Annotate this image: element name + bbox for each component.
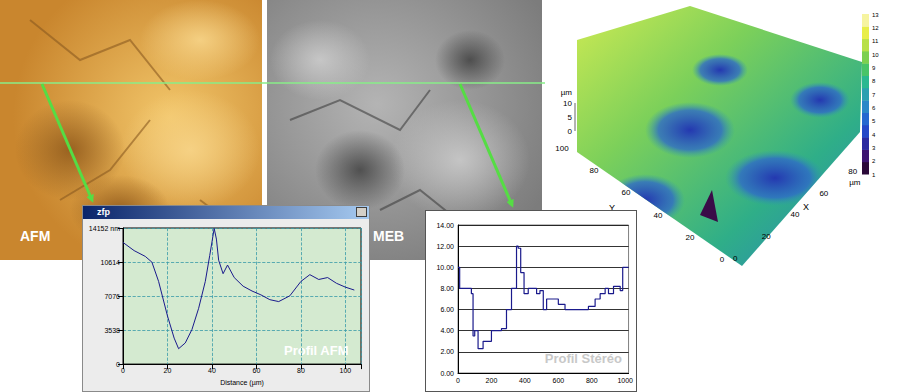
svg-text:AFM: AFM	[20, 228, 50, 244]
svg-text:0: 0	[720, 255, 725, 264]
svg-text:20: 20	[164, 367, 172, 374]
svg-text:10: 10	[872, 52, 879, 58]
svg-text:6: 6	[872, 105, 876, 111]
svg-text:800: 800	[586, 377, 598, 384]
html-text:zfp: zfp	[97, 207, 110, 217]
svg-text:8.00: 8.00	[440, 285, 454, 292]
svg-text:40: 40	[654, 211, 663, 220]
svg-text:4: 4	[872, 132, 876, 138]
svg-text:0: 0	[116, 361, 120, 368]
svg-text:14.00: 14.00	[436, 222, 454, 229]
svg-text:0: 0	[121, 367, 125, 374]
svg-text:80: 80	[848, 167, 857, 176]
svg-text:1: 1	[872, 172, 876, 178]
svg-text:Y: Y	[609, 203, 615, 213]
svg-text:0: 0	[733, 254, 738, 263]
svg-text:12.00: 12.00	[436, 243, 454, 250]
svg-text:10.00: 10.00	[436, 264, 454, 271]
svg-text:0.00: 0.00	[440, 370, 454, 377]
svg-text:40: 40	[208, 367, 216, 374]
svg-text:9: 9	[872, 65, 876, 71]
svg-text:1000: 1000	[617, 377, 633, 384]
svg-text:µm: µm	[849, 178, 861, 187]
svg-text:11: 11	[872, 38, 879, 44]
svg-text:5: 5	[872, 118, 876, 124]
svg-text:Profil AFM: Profil AFM	[284, 343, 349, 358]
svg-text:6.00: 6.00	[440, 306, 454, 313]
svg-text:2: 2	[872, 158, 876, 164]
svg-text:MEB: MEB	[373, 228, 404, 244]
svg-text:20: 20	[686, 233, 695, 242]
svg-text:400: 400	[519, 377, 531, 384]
svg-text:X: X	[803, 202, 809, 212]
svg-text:600: 600	[552, 377, 564, 384]
svg-text:Distance (µm): Distance (µm)	[220, 379, 264, 387]
svg-text:80: 80	[297, 367, 305, 374]
svg-text:µm: µm	[561, 88, 573, 97]
svg-text:200: 200	[486, 377, 498, 384]
svg-text:13: 13	[872, 12, 879, 18]
svg-text:10: 10	[563, 99, 572, 108]
svg-text:100: 100	[340, 367, 352, 374]
svg-text:8: 8	[872, 78, 876, 84]
svg-text:10614: 10614	[101, 259, 121, 266]
svg-text:80: 80	[590, 166, 599, 175]
svg-text:2.00: 2.00	[440, 348, 454, 355]
svg-text:60: 60	[622, 188, 631, 197]
svg-text:7076: 7076	[104, 293, 120, 300]
svg-text:60: 60	[253, 367, 261, 374]
svg-text:0: 0	[568, 127, 573, 136]
svg-text:4.00: 4.00	[440, 327, 454, 334]
svg-text:0: 0	[456, 377, 460, 384]
svg-text:60: 60	[819, 189, 828, 198]
svg-text:20: 20	[762, 232, 771, 241]
svg-text:14152 nm: 14152 nm	[89, 225, 120, 232]
svg-text:40: 40	[791, 210, 800, 219]
svg-text:100: 100	[555, 144, 569, 153]
svg-text:12: 12	[872, 25, 879, 31]
svg-text:3: 3	[872, 145, 876, 151]
svg-text:7: 7	[872, 92, 876, 98]
svg-text:Profil Stéréo: Profil Stéréo	[545, 351, 622, 366]
svg-text:3538: 3538	[104, 327, 120, 334]
svg-text:5: 5	[568, 113, 573, 122]
